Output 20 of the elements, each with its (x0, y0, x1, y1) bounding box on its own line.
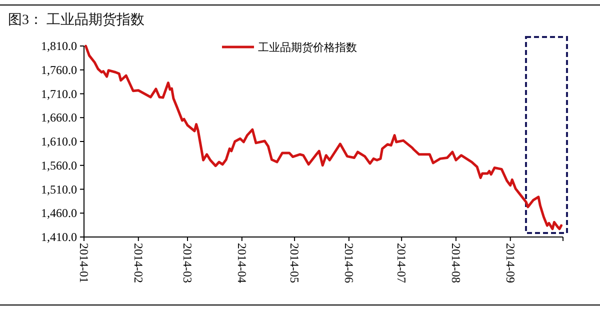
y-tick-label: 1,760.0 (41, 62, 77, 77)
y-tick-label: 1,660.0 (41, 110, 77, 125)
x-tick-label: 2014-01 (77, 243, 91, 283)
x-tick-label: 2014-07 (394, 243, 409, 283)
x-tick-label: 2014-09 (503, 243, 518, 283)
y-tick-label: 1,510.0 (41, 182, 77, 196)
x-tick-label: 2014-03 (180, 243, 195, 283)
y-tick-label: 1,710.0 (41, 86, 77, 101)
x-tick-label: 2014-02 (131, 243, 146, 283)
x-tick-label: 2014-06 (342, 243, 356, 283)
y-tick-label: 1,610.0 (41, 134, 77, 148)
x-tick-label: 2014-05 (288, 243, 302, 283)
y-tick-label: 1,810.0 (41, 39, 77, 53)
chart-title: 图3： 工业品期货指数 (8, 12, 144, 28)
y-tick-label: 1,460.0 (41, 206, 77, 220)
legend-label: 工业品期货价格指数 (258, 41, 357, 54)
x-tick-label: 2014-04 (234, 243, 249, 283)
x-tick-label: 2014-08 (448, 243, 463, 283)
y-tick-label: 1,560.0 (41, 158, 77, 172)
y-tick-label: 1,410.0 (41, 230, 77, 244)
